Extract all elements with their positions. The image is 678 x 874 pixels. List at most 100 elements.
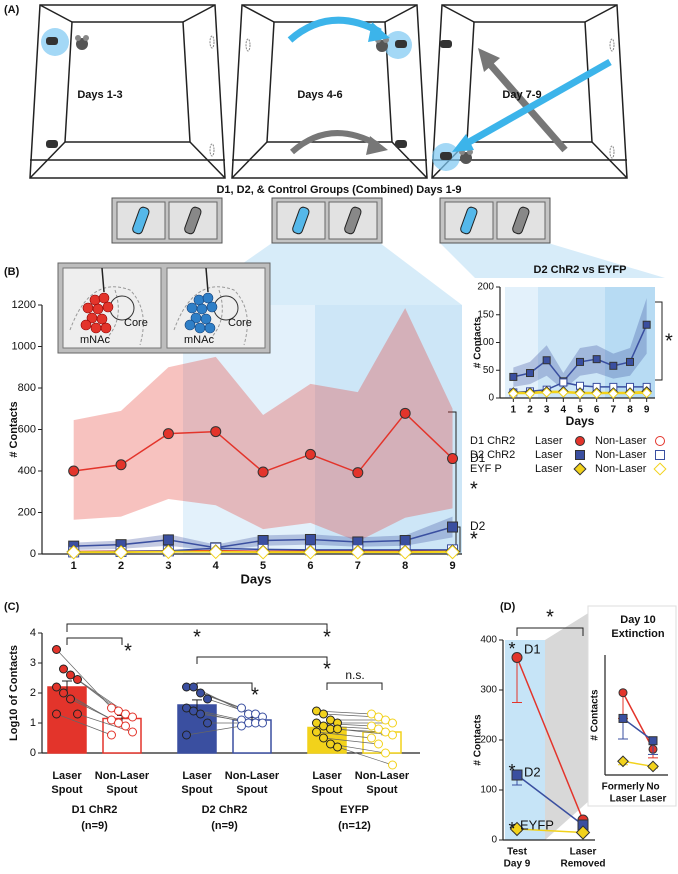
marker (647, 760, 659, 773)
x-tick-label: 9 (644, 405, 650, 416)
y-tick-label: 0 (491, 835, 497, 846)
marker (161, 544, 176, 560)
marker (558, 387, 569, 398)
y-axis-label: Log10 of Contacts (8, 645, 20, 741)
data-point (121, 721, 130, 731)
data-point (59, 664, 68, 674)
marker (608, 388, 619, 399)
marker (511, 769, 523, 781)
x-tick-label: Test (507, 847, 527, 858)
data-point (52, 709, 61, 719)
data-point (203, 718, 212, 728)
x-tick-label: Spout (181, 784, 212, 796)
x-tick-label: Spout (51, 784, 82, 796)
x-tick-label: 2 (118, 560, 124, 572)
phase-shading (605, 287, 655, 398)
series-line (622, 692, 654, 750)
marker (541, 387, 552, 398)
data-point (189, 682, 198, 692)
data-point (237, 703, 246, 713)
pair-line (186, 725, 242, 736)
y-axis-label: # Contacts (473, 317, 484, 369)
error-band (73, 308, 453, 542)
spout-boxes (111, 197, 551, 244)
marker (397, 545, 413, 560)
marker (641, 387, 652, 399)
data-point (388, 730, 397, 740)
y-axis-label: # Contacts (473, 714, 484, 766)
y-tick-label: 200 (477, 282, 494, 293)
data-point (319, 709, 328, 719)
x-tick-label: 7 (355, 560, 361, 572)
data-point (333, 742, 342, 752)
x-tick-label: 2 (527, 405, 533, 416)
data-point (388, 718, 397, 728)
histology (57, 262, 271, 354)
data-point (128, 727, 137, 737)
y-tick-label: 1 (30, 717, 36, 729)
legend-marker (655, 436, 665, 446)
series-line (516, 774, 584, 826)
caption: D1, D2, & Control Groups (Combined) Days… (216, 184, 461, 196)
data-point (73, 675, 82, 684)
legend-label: Non-Laser (595, 435, 647, 447)
significance-brackets (66, 623, 383, 690)
y-tick-label: 50 (483, 365, 495, 376)
data-point (203, 694, 212, 704)
region-label: mNAc (184, 334, 214, 346)
group-label: D2 ChR2 (202, 804, 248, 816)
y-tick-label: 150 (477, 309, 494, 320)
x-tick-label: Non-Laser (95, 770, 150, 782)
arena-icons (41, 16, 615, 171)
projection (440, 243, 665, 278)
marker (350, 545, 366, 560)
y-tick-label: 0 (488, 393, 494, 404)
marker (304, 448, 316, 460)
group-label: EYFP (340, 804, 369, 816)
y-tick-label: 600 (18, 423, 36, 435)
x-tick-label: Spout (106, 784, 137, 796)
marker (648, 736, 658, 746)
marker (575, 825, 591, 840)
pair-line (337, 746, 393, 766)
annotation: * (251, 684, 259, 706)
legend-group: D2 ChR2 (470, 449, 515, 461)
data-point (374, 739, 383, 749)
x-tick-label: 3 (544, 405, 550, 416)
annotation: * (193, 626, 201, 648)
marker (576, 357, 584, 366)
y-tick-label: 400 (18, 465, 36, 477)
marker (624, 388, 636, 399)
stage-label: Days 4-6 (297, 89, 342, 101)
legend-group: EYF P (470, 463, 502, 475)
marker (642, 320, 651, 329)
annotation: * (508, 761, 515, 781)
marker (66, 545, 81, 560)
annotation: * (323, 626, 331, 648)
marker (303, 545, 318, 560)
annotation: * (124, 640, 132, 662)
annotation: * (508, 639, 515, 659)
data-point (182, 730, 191, 740)
phase-shading (538, 287, 605, 398)
annotation: D1 (470, 451, 486, 465)
x-tick-label: 1 (71, 560, 77, 572)
x-tick-label: Removed (560, 859, 605, 870)
x-tick-label: Laser (52, 770, 82, 782)
marker (511, 652, 523, 663)
x-tick-label: Spout (366, 784, 397, 796)
phase-shading (315, 305, 462, 554)
annotation: n.s. (345, 668, 364, 682)
data-point (388, 760, 397, 770)
region-label: mNAc (80, 334, 110, 346)
annotation: * (546, 606, 554, 628)
marker (255, 545, 271, 560)
marker (113, 545, 129, 560)
data-point (381, 748, 390, 758)
marker (542, 356, 551, 365)
annotation: D2 (470, 519, 486, 533)
stage-label: Day 7-9 (502, 89, 541, 101)
data-point (258, 718, 267, 728)
y-tick-label: 0 (30, 747, 36, 759)
